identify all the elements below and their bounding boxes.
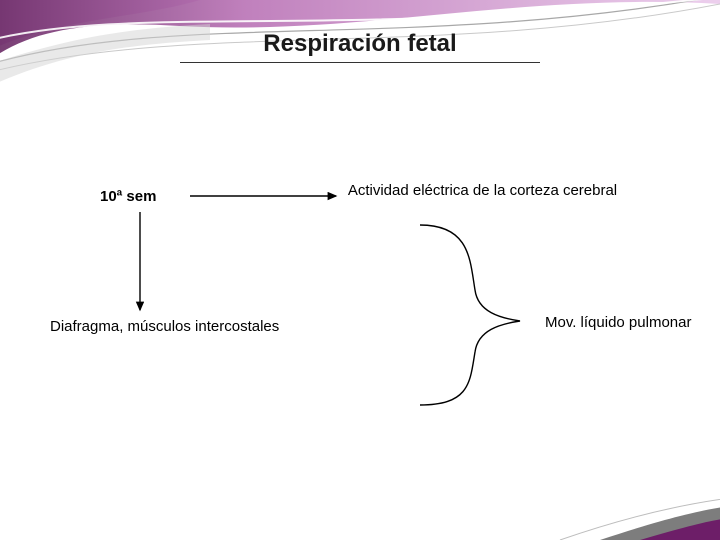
top-wave-decor [0,0,720,540]
label-mov-liquido: Mov. líquido pulmonar [545,314,720,331]
page-title: Respiración fetal [180,30,540,58]
diagram-connectors [0,0,720,540]
slide: Respiración fetal 10ª sem Actividad eléc… [0,0,720,540]
label-actividad-cortical: Actividad eléctrica de la corteza cerebr… [345,182,620,201]
bottom-corner-decor [0,0,720,540]
title-underline [180,62,540,63]
label-diafragma: Diafragma, músculos intercostales [50,318,340,335]
brace-right [420,225,520,405]
label-10a-sem: 10ª sem [100,188,190,205]
